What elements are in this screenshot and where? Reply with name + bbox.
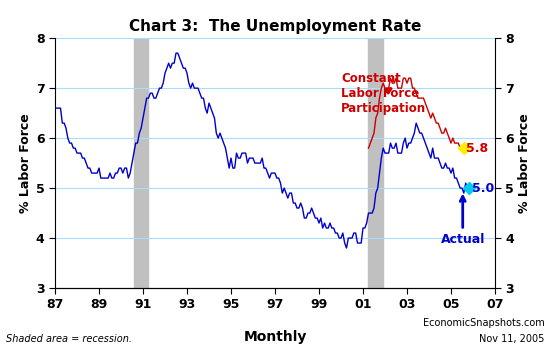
Text: 5.0: 5.0 xyxy=(472,181,494,195)
Text: Actual: Actual xyxy=(441,196,485,246)
Bar xyxy=(134,38,149,288)
Bar xyxy=(368,38,383,288)
Text: Shaded area = recession.: Shaded area = recession. xyxy=(6,333,131,344)
Y-axis label: % Labor Force: % Labor Force xyxy=(19,113,32,213)
Title: Chart 3:  The Unemployment Rate: Chart 3: The Unemployment Rate xyxy=(129,19,421,34)
Text: 5.8: 5.8 xyxy=(466,142,488,155)
Text: Constant
Labor Force
Participation: Constant Labor Force Participation xyxy=(341,71,426,115)
Text: EconomicSnapshots.com: EconomicSnapshots.com xyxy=(423,318,544,328)
Text: Nov 11, 2005: Nov 11, 2005 xyxy=(479,333,544,344)
Y-axis label: % Labor Force: % Labor Force xyxy=(518,113,531,213)
Text: Monthly: Monthly xyxy=(243,330,307,344)
